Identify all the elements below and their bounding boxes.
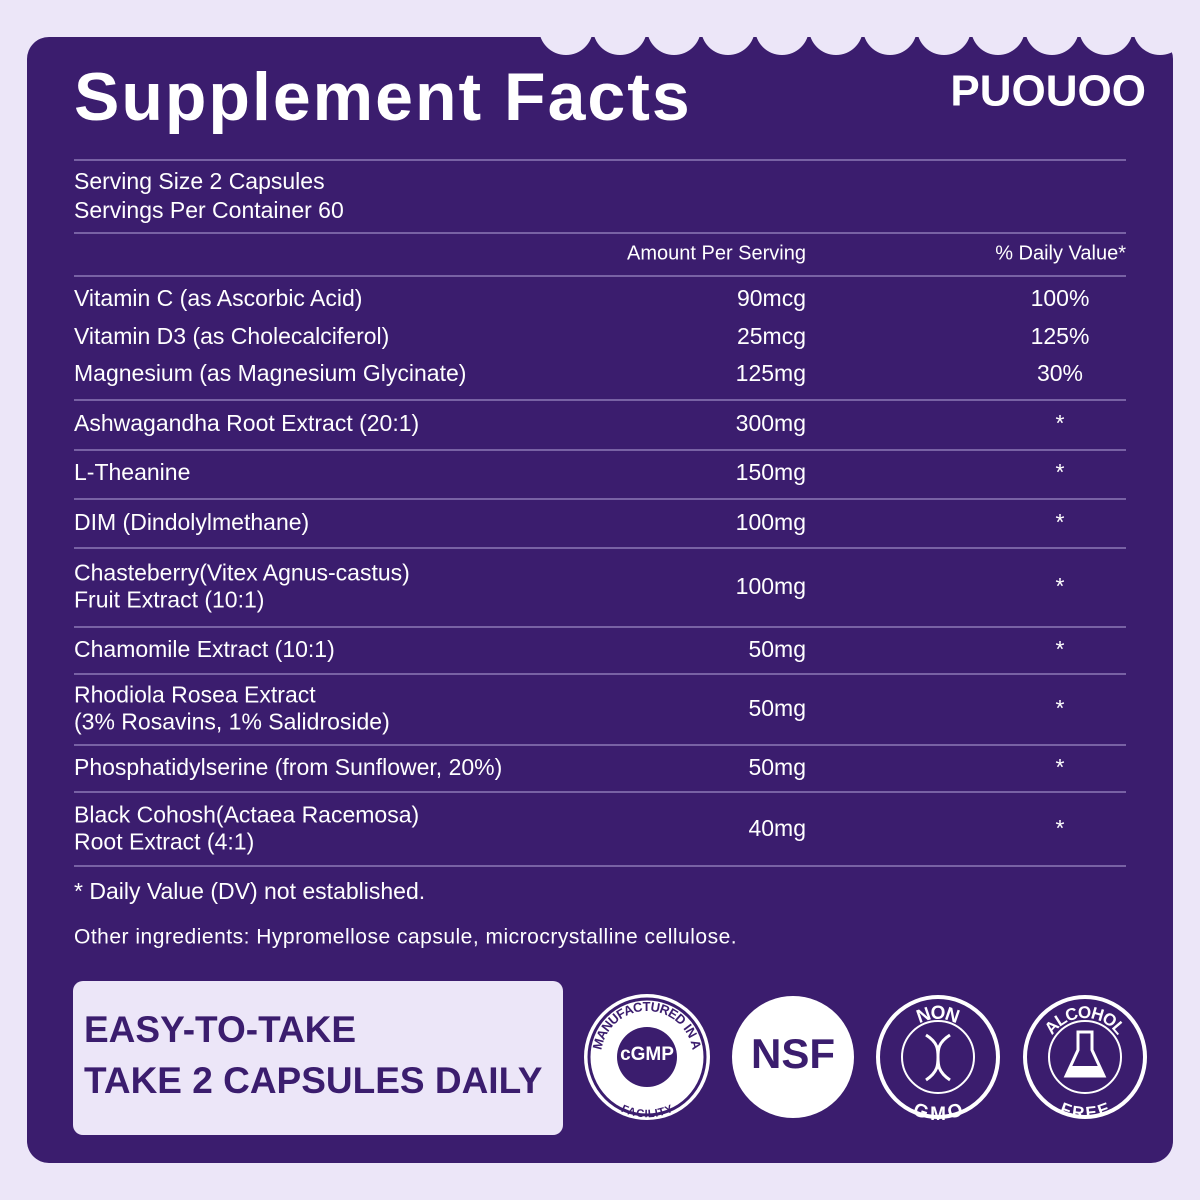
scallop (1079, 1, 1133, 55)
ingredient-name: Chasteberry(Vitex Agnus-castus) (74, 560, 410, 586)
amount: 125mg (736, 360, 806, 386)
scalloped-edge (539, 1, 1187, 55)
daily-value: * (1056, 509, 1065, 535)
daily-value: * (1056, 695, 1065, 721)
ingredient-name: Rhodiola Rosea Extract (74, 682, 316, 708)
badge-text: NON (914, 1003, 962, 1028)
servings-per-container: Servings Per Container 60 (74, 197, 344, 223)
scallop (755, 1, 809, 55)
ingredient-name: (3% Rosavins, 1% Salidroside) (74, 709, 390, 735)
ingredient-name: Magnesium (as Magnesium Glycinate) (74, 360, 466, 386)
scallop (1133, 1, 1187, 55)
nsf-badge: NSF (732, 996, 854, 1118)
scallop (647, 1, 701, 55)
daily-value: * (1056, 573, 1065, 599)
scallop (593, 1, 647, 55)
callout-line: TAKE 2 CAPSULES DAILY (84, 1060, 543, 1101)
ingredient-name: Black Cohosh(Actaea Racemosa) (74, 802, 419, 828)
amount: 50mg (748, 695, 806, 721)
amount: 100mg (736, 573, 806, 599)
brand-logo: PUOUOO (950, 67, 1146, 116)
ingredient-name: Chamomile Extract (10:1) (74, 636, 335, 662)
scallop (809, 1, 863, 55)
ingredient-name: Phosphatidylserine (from Sunflower, 20%) (74, 754, 502, 780)
scallop (1025, 1, 1079, 55)
title: Supplement Facts (74, 59, 692, 135)
column-header: % Daily Value* (995, 242, 1126, 264)
other-ingredients: Other ingredients: Hypromellose capsule,… (74, 926, 737, 949)
scallop (917, 1, 971, 55)
ingredient-name: Root Extract (4:1) (74, 829, 254, 855)
scallop (863, 1, 917, 55)
ingredient-name: Fruit Extract (10:1) (74, 587, 264, 613)
ingredient-name: Vitamin C (as Ascorbic Acid) (74, 285, 362, 311)
callout-line: EASY-TO-TAKE (84, 1009, 356, 1050)
amount: 25mcg (737, 323, 806, 349)
callout-box (73, 981, 563, 1135)
panel (27, 37, 1173, 1163)
serving-size: Serving Size 2 Capsules (74, 168, 325, 194)
scallop (539, 1, 593, 55)
daily-value: * (1056, 754, 1065, 780)
amount: 40mg (748, 815, 806, 841)
non-gmo-badge: NON GMO (876, 995, 1000, 1125)
amount: 300mg (736, 410, 806, 436)
daily-value: 125% (1031, 323, 1090, 349)
amount: 90mcg (737, 285, 806, 311)
daily-value: 100% (1031, 285, 1090, 311)
ingredient-name: L-Theanine (74, 459, 190, 485)
badge-text: NSF (751, 1030, 835, 1077)
daily-value: * (1056, 815, 1065, 841)
badge-text: FACILITY (619, 1103, 675, 1121)
daily-value: 30% (1037, 360, 1083, 386)
daily-value: * (1056, 410, 1065, 436)
column-header: Amount Per Serving (627, 242, 806, 264)
amount: 100mg (736, 509, 806, 535)
cgmp-badge: MANUFACTURED IN A FACILITY cGMP (584, 994, 710, 1120)
ingredient-name: DIM (Dindolylmethane) (74, 509, 309, 535)
amount: 150mg (736, 459, 806, 485)
amount: 50mg (748, 636, 806, 662)
ingredient-name: Ashwagandha Root Extract (20:1) (74, 410, 419, 436)
badge-text: GMO (911, 1099, 966, 1124)
scallop (701, 1, 755, 55)
scallop (971, 1, 1025, 55)
daily-value: * (1056, 459, 1065, 485)
ingredient-name: Vitamin D3 (as Cholecalciferol) (74, 323, 389, 349)
daily-value: * (1056, 636, 1065, 662)
badge-text: cGMP (620, 1044, 674, 1065)
footnote: * Daily Value (DV) not established. (74, 878, 425, 904)
amount: 50mg (748, 754, 806, 780)
